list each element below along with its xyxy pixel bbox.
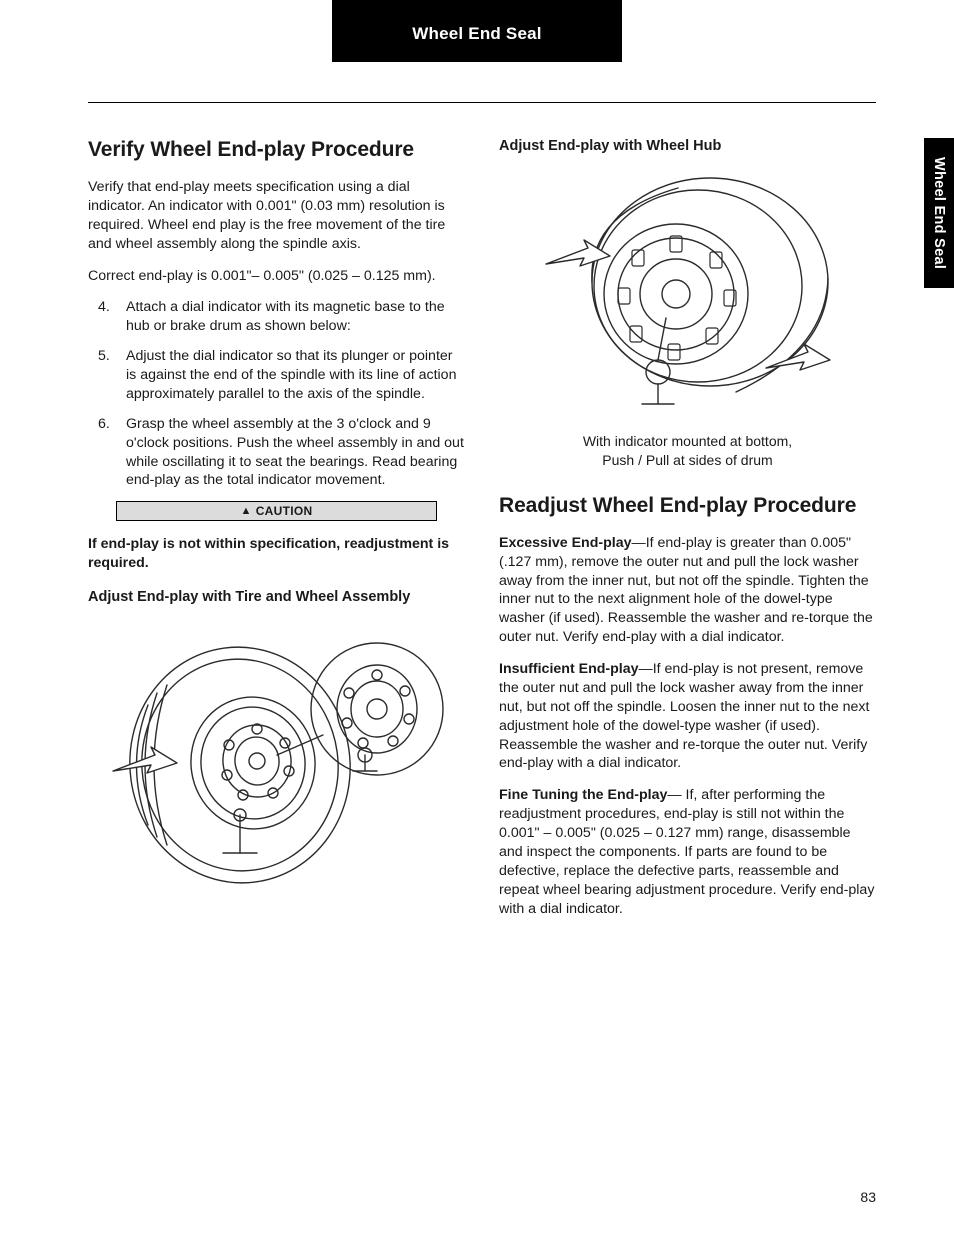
excessive-endplay-para: Excessive End-play—If end-play is greate…	[499, 534, 876, 647]
left-column: Verify Wheel End-play Procedure Verify t…	[88, 138, 465, 1173]
step-4: 4. Attach a dial indicator with its magn…	[126, 298, 465, 336]
header-rule	[88, 102, 876, 103]
header-title: Wheel End Seal	[332, 0, 622, 62]
fine-tuning-para: Fine Tuning the End-play— If, after perf…	[499, 786, 876, 918]
figure1-title: Adjust End-play with Tire and Wheel Asse…	[88, 589, 465, 605]
step-6: 6. Grasp the wheel assembly at the 3 o'c…	[126, 415, 465, 491]
intro-paragraph: Verify that end-play meets specification…	[88, 178, 465, 254]
warning-icon: ▲	[241, 505, 252, 517]
section-heading-verify: Verify Wheel End-play Procedure	[88, 138, 465, 162]
figure-tire-wheel-assembly	[88, 615, 465, 891]
figure2-title: Adjust End-play with Wheel Hub	[499, 138, 876, 154]
header-title-text: Wheel End Seal	[412, 24, 541, 44]
caution-box: ▲ CAUTION	[116, 501, 437, 521]
caution-label: CAUTION	[256, 504, 313, 518]
side-tab-label: Wheel End Seal	[931, 157, 947, 269]
figure2-caption-line1: With indicator mounted at bottom,	[583, 433, 792, 449]
step-5: 5. Adjust the dial indicator so that its…	[126, 347, 465, 404]
procedure-steps: 4. Attach a dial indicator with its magn…	[88, 298, 465, 490]
run-in-finetune: Fine Tuning the End-play	[499, 787, 667, 803]
figure2-caption: With indicator mounted at bottom, Push /…	[517, 432, 858, 470]
step-number: 6.	[98, 415, 110, 434]
step-number: 4.	[98, 298, 110, 317]
run-in-insufficient: Insufficient End-play	[499, 661, 639, 677]
step-number: 5.	[98, 347, 110, 366]
page-number: 83	[860, 1189, 876, 1205]
run-in-excessive: Excessive End-play	[499, 535, 632, 551]
spec-line: Correct end-play is 0.001"– 0.005" (0.02…	[88, 267, 465, 286]
figure-wheel-hub	[499, 164, 876, 422]
excessive-text: —If end-play is greater than 0.005" (.12…	[499, 535, 873, 645]
insufficient-endplay-para: Insufficient End-play—If end-play is not…	[499, 660, 876, 773]
readjustment-note: If end-play is not within specification,…	[88, 535, 465, 573]
right-column: Adjust End-play with Wheel Hub	[499, 138, 876, 1173]
section-heading-readjust: Readjust Wheel End-play Procedure	[499, 494, 876, 518]
step-text: Grasp the wheel assembly at the 3 o'cloc…	[126, 416, 464, 489]
step-text: Attach a dial indicator with its magneti…	[126, 299, 445, 334]
step-text: Adjust the dial indicator so that its pl…	[126, 348, 456, 402]
side-tab: Wheel End Seal	[924, 138, 954, 288]
insufficient-text: —If end-play is not present, remove the …	[499, 661, 869, 771]
finetune-text: — If, after performing the readjustment …	[499, 787, 874, 916]
figure2-caption-line2: Push / Pull at sides of drum	[602, 452, 772, 468]
